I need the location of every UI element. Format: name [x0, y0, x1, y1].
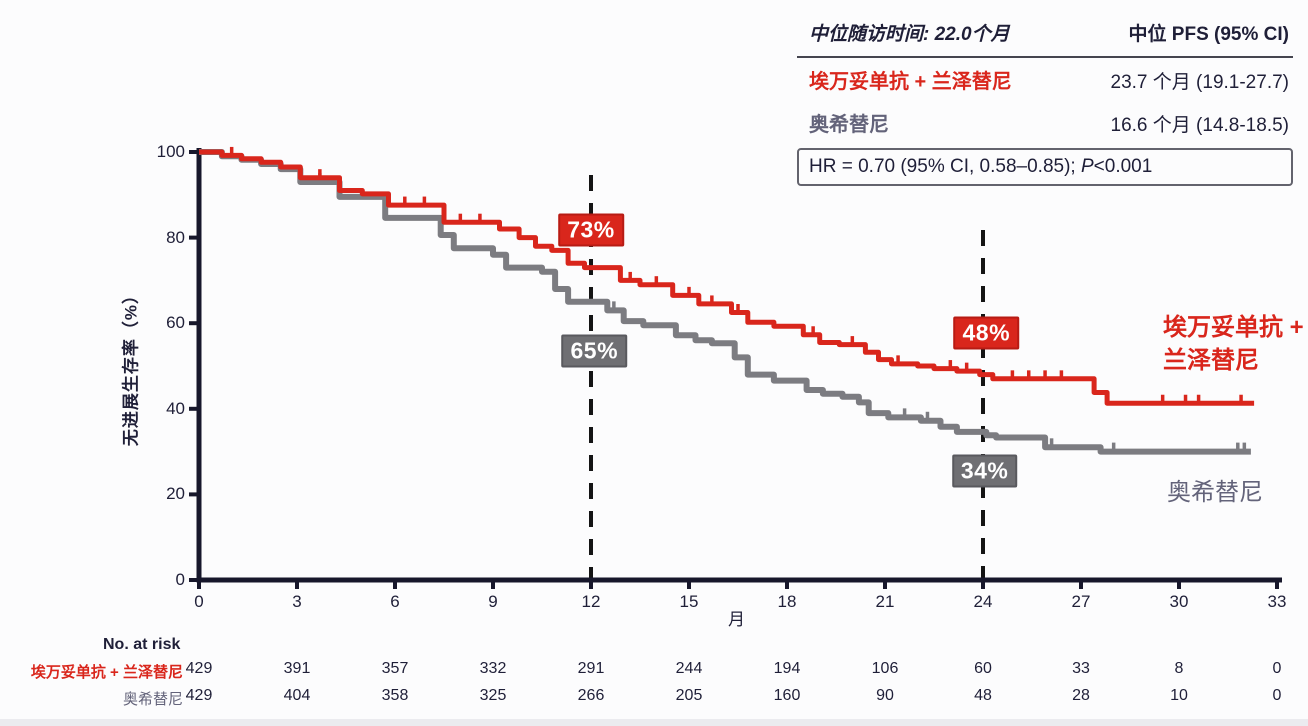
km-curve-osimertinib [199, 149, 1251, 455]
median-pfs-table: 中位随访时间: 22.0个月 中位 PFS (95% CI) 埃万妥单抗 + 兰… [797, 12, 1293, 186]
median-pfs-header: 中位 PFS (95% CI) [1128, 24, 1289, 45]
y-axis-title: 无进展生存率（%） [121, 285, 141, 447]
x-axis-title: 月 [728, 610, 745, 629]
risk-row-label-amivantamab: 埃万妥单抗 + 兰泽替尼 [30, 664, 183, 681]
series-name-amivantamab: 埃万妥单抗 + 兰泽替尼 [809, 71, 1012, 93]
hr-p-symbol: P [1080, 156, 1094, 177]
hr-p-value: <0.001 [1093, 156, 1153, 177]
series-name-osimertinib: 奥希替尼 [809, 114, 889, 136]
hr-text: HR = 0.70 (95% CI, 0.58–0.85); [809, 156, 1081, 177]
median-pfs-amivantamab: 23.7 个月 (19.1-27.7) [1110, 72, 1289, 93]
risk-row-label-osimertinib: 奥希替尼 [122, 691, 183, 708]
pfs-row-osimertinib: 奥希替尼 16.6 个月 (14.8-18.5) [797, 101, 1293, 144]
median-pfs-osimertinib: 16.6 个月 (14.8-18.5) [1110, 115, 1289, 136]
median-followup-label: 中位随访时间: 22.0个月 [809, 24, 1010, 45]
km-curve-amivantamab [199, 149, 1255, 406]
pfs-table-header-row: 中位随访时间: 22.0个月 中位 PFS (95% CI) [797, 12, 1293, 58]
bottom-border [0, 719, 1308, 726]
hazard-ratio-box: HR = 0.70 (95% CI, 0.58–0.85); P<0.001 [797, 148, 1293, 186]
no-at-risk-title: No. at risk [103, 636, 181, 653]
pfs-row-amivantamab: 埃万妥单抗 + 兰泽替尼 23.7 个月 (19.1-27.7) [797, 58, 1293, 101]
